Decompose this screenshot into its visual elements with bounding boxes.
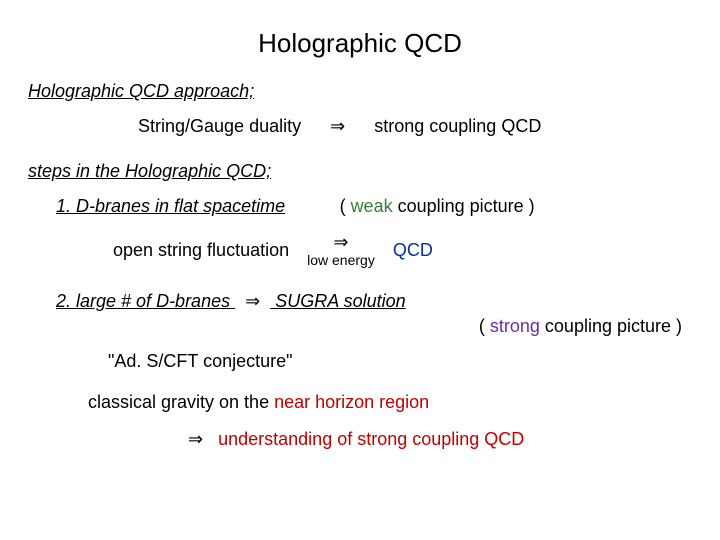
- duality-text: String/Gauge duality: [138, 116, 301, 136]
- step-1-paren: ( weak coupling picture ): [340, 196, 535, 216]
- arrow-with-sub: ⇒ low energy: [307, 233, 375, 267]
- page-title: Holographic QCD: [28, 28, 692, 59]
- arrow-icon: ⇒: [245, 291, 260, 312]
- arrow-icon: ⇒: [188, 429, 203, 449]
- open-string-row: open string fluctuation ⇒ low energy QCD: [113, 233, 692, 267]
- paren-open: (: [479, 316, 490, 336]
- step-1-label: 1. D-branes in flat spacetime: [56, 196, 285, 216]
- qcd-text: QCD: [393, 240, 433, 261]
- strong-coupling-text: strong coupling QCD: [374, 116, 541, 136]
- approach-heading: Holographic QCD approach;: [28, 81, 692, 102]
- step-2-prefix: 2. large # of D-branes: [56, 291, 230, 311]
- step-2-row: 2. large # of D-branes ⇒ SUGRA solution: [56, 291, 692, 312]
- open-string-text: open string fluctuation: [113, 240, 289, 261]
- final-row: ⇒ understanding of strong coupling QCD: [188, 429, 692, 450]
- paren-rest: coupling picture ): [540, 316, 682, 336]
- step-2-suffix: SUGRA solution: [275, 291, 405, 311]
- paren-rest: coupling picture ): [393, 196, 535, 216]
- paren-open: (: [340, 196, 351, 216]
- near-horizon-text: near horizon region: [274, 392, 429, 412]
- classical-gravity-row: classical gravity on the near horizon re…: [88, 392, 692, 413]
- adscft-quote: "Ad. S/CFT conjecture": [108, 351, 692, 372]
- arrow-icon: ⇒: [333, 233, 348, 251]
- weak-word: weak: [351, 196, 393, 216]
- step-2-paren: ( strong coupling picture ): [28, 316, 682, 337]
- arrow-icon: ⇒: [330, 116, 345, 137]
- approach-row: String/Gauge duality ⇒ strong coupling Q…: [138, 116, 692, 137]
- low-energy-text: low energy: [307, 253, 375, 267]
- classical-pre: classical gravity on the: [88, 392, 274, 412]
- final-text: understanding of strong coupling QCD: [218, 429, 524, 449]
- steps-heading: steps in the Holographic QCD;: [28, 161, 692, 182]
- strong-word: strong: [490, 316, 540, 336]
- step-1-row: 1. D-branes in flat spacetime ( weak cou…: [28, 196, 692, 217]
